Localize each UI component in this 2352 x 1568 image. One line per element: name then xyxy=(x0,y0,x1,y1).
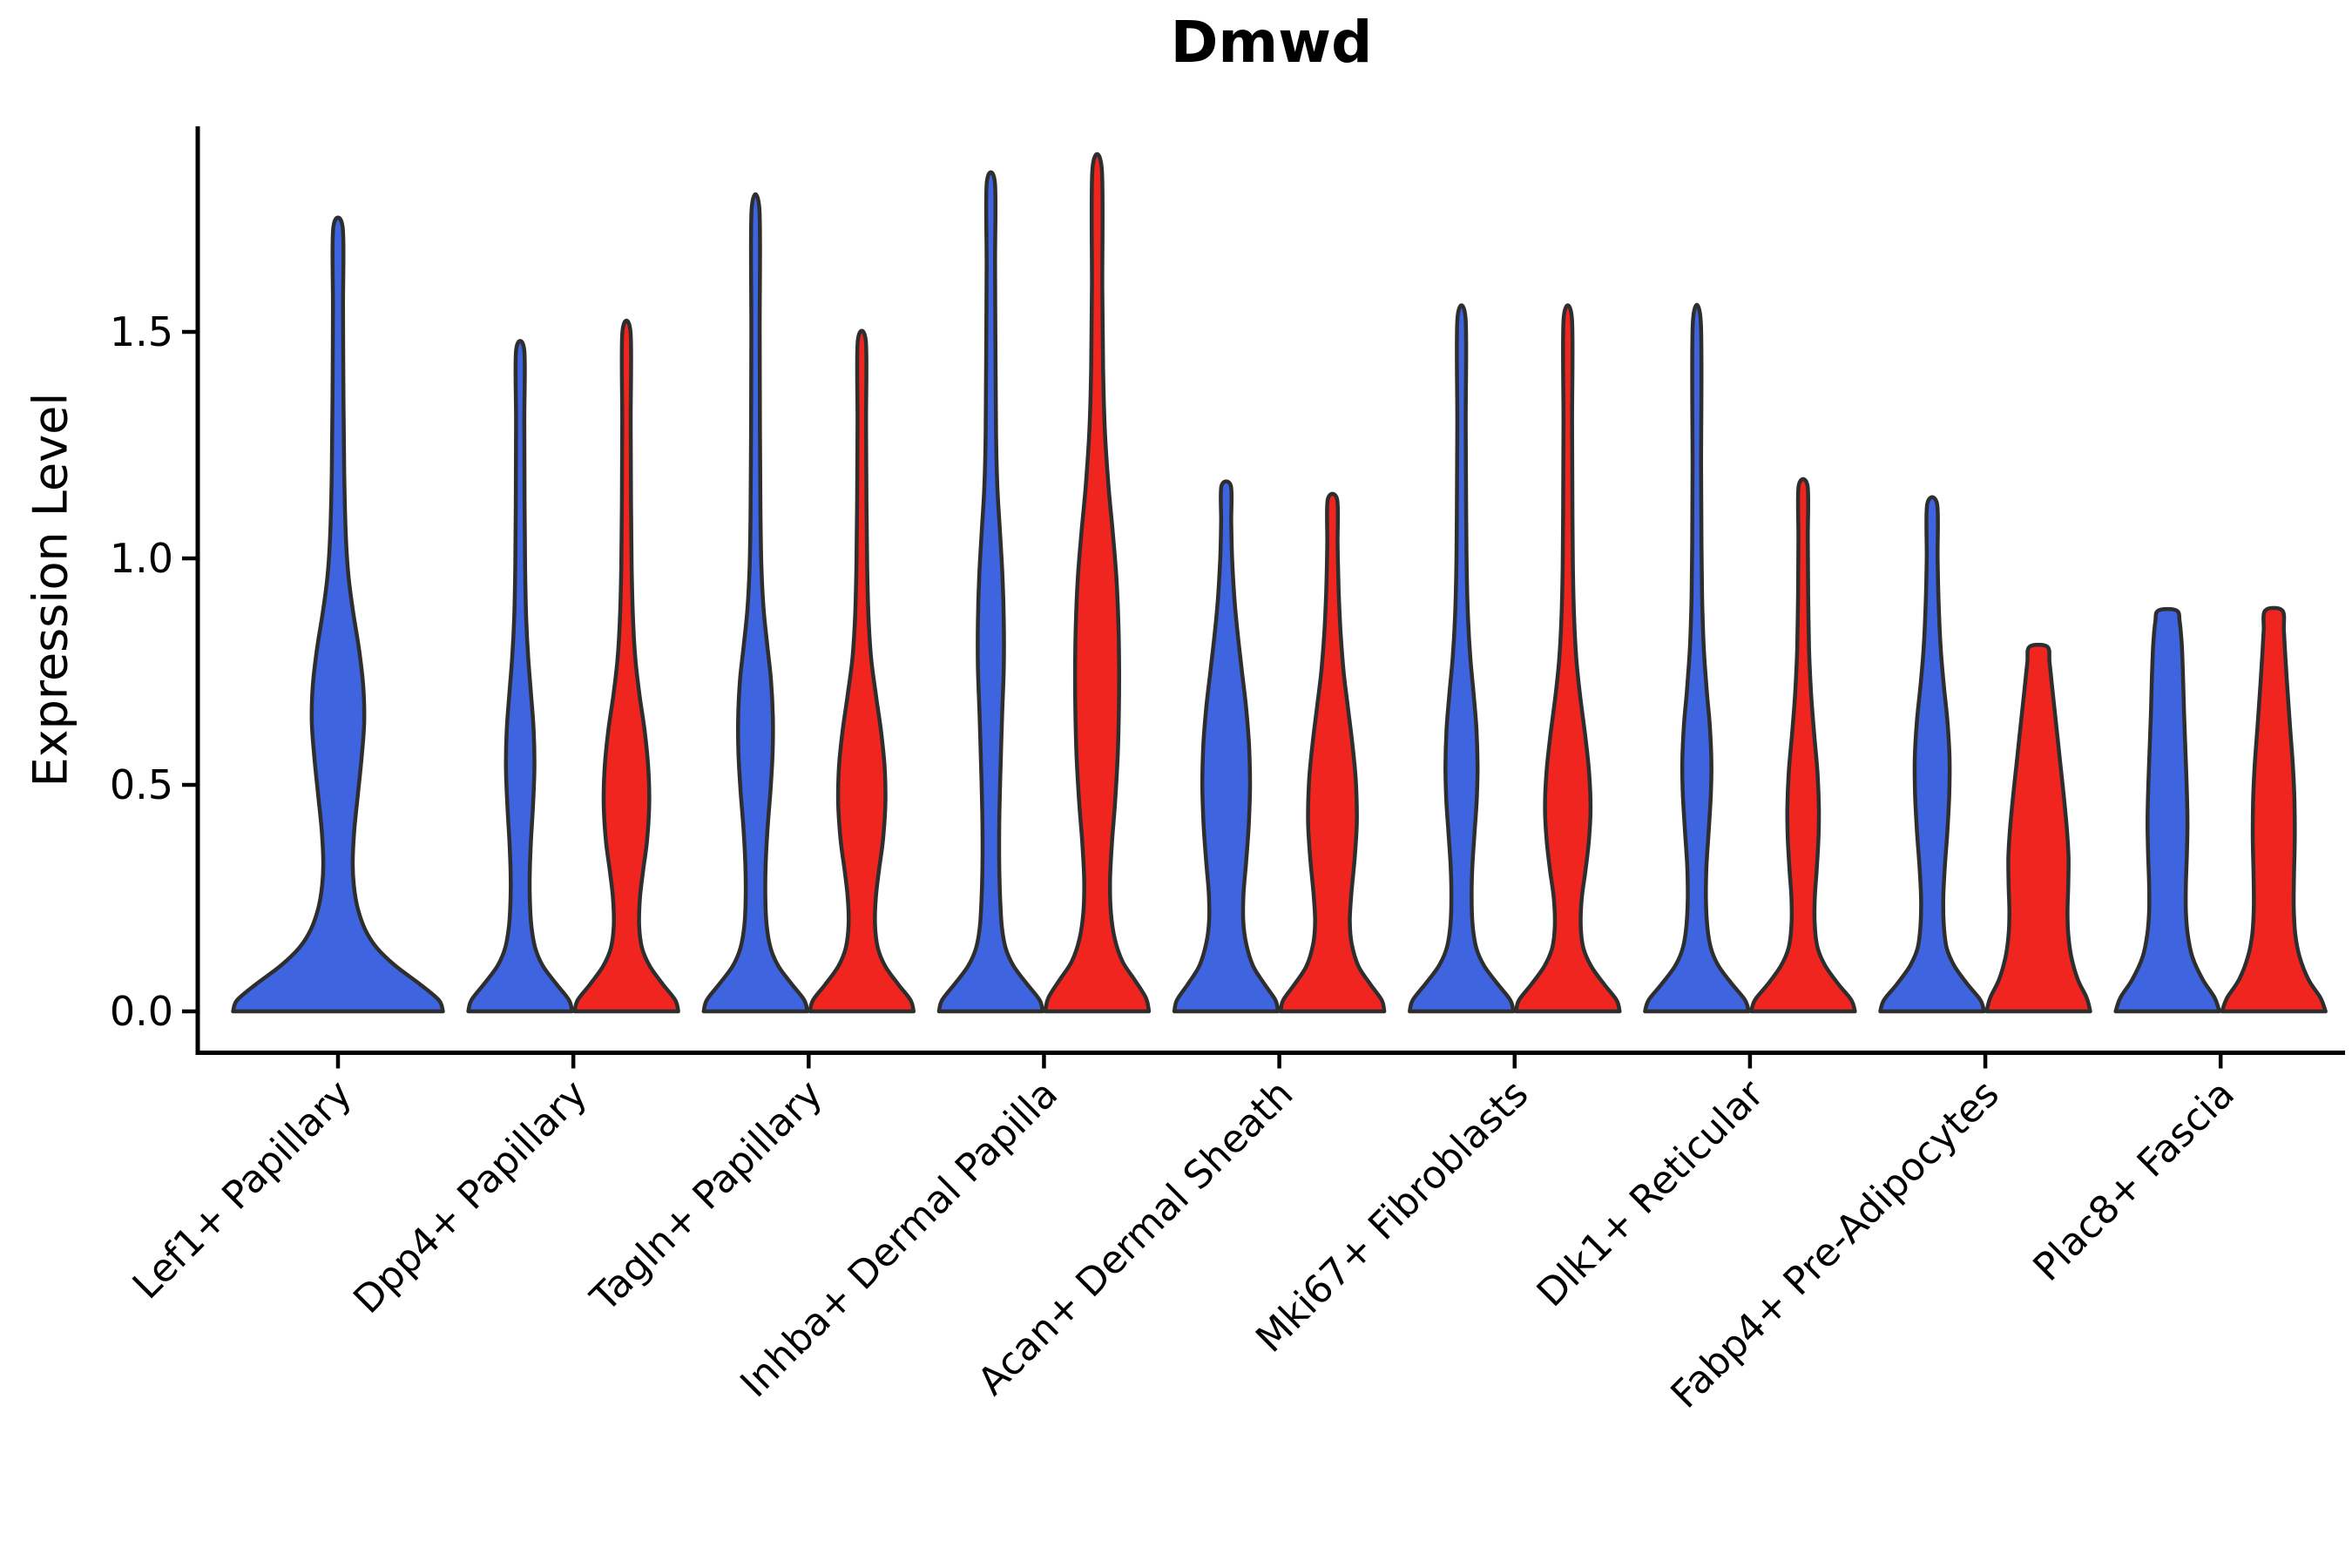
x-tick-label-tagln-papillary: Tagln+ Papillary xyxy=(582,1071,831,1321)
x-tick-label-lef1-papillary: Lef1+ Papillary xyxy=(125,1071,361,1308)
x-tick-label-mki67-fibroblasts: Mki67+ Fibroblasts xyxy=(1247,1071,1537,1361)
y-tick-label: 0.0 xyxy=(110,988,173,1035)
violin-dpp4-papillary-blue xyxy=(466,339,574,1014)
violin-inhba-dermal-papilla-red xyxy=(1043,152,1152,1014)
violin-tagln-papillary-blue xyxy=(701,192,810,1014)
y-tick-label: 1.0 xyxy=(110,535,173,582)
violin-mki67-fibroblasts-red xyxy=(1514,303,1622,1014)
violin-dlk1-reticular-red xyxy=(1749,476,1857,1014)
violin-plac8-fascia-red xyxy=(2220,605,2328,1014)
violin-dpp4-papillary-red xyxy=(572,318,680,1014)
x-tick-label-dpp4-papillary: Dpp4+ Papillary xyxy=(345,1071,596,1322)
violin-acan-dermal-sheath-red xyxy=(1278,491,1387,1014)
violin-dlk1-reticular-blue xyxy=(1643,302,1751,1014)
violin-fabp4-pre-adipocytes-blue xyxy=(1878,495,1986,1014)
violin-plac8-fascia-blue xyxy=(2113,606,2221,1014)
violin-acan-dermal-sheath-blue xyxy=(1172,479,1281,1014)
violin-inhba-dermal-papilla-blue xyxy=(936,170,1045,1014)
y-tick-label: 0.5 xyxy=(110,761,173,808)
chart-title: Dmwd xyxy=(1170,9,1373,76)
x-tick-label-plac8-fascia: Plac8+ Fascia xyxy=(2024,1071,2243,1290)
violin-lef1-papillary-blue xyxy=(231,215,445,1014)
violin-tagln-papillary-red xyxy=(808,328,916,1014)
y-tick-label: 1.5 xyxy=(110,308,173,355)
violin-fabp4-pre-adipocytes-red xyxy=(1984,642,2092,1014)
x-tick-label-dlk1-reticular: Dlk1+ Reticular xyxy=(1529,1071,1774,1316)
violin-mki67-fibroblasts-blue xyxy=(1408,303,1516,1014)
